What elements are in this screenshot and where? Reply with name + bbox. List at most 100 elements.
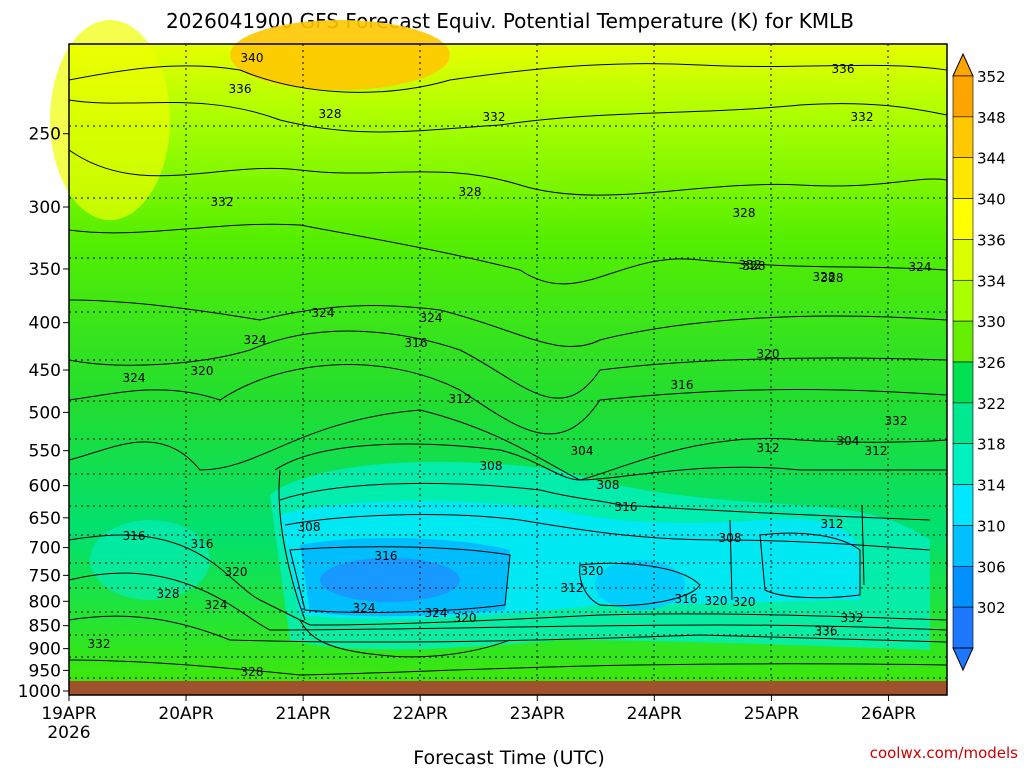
ground [69,681,947,695]
contour-label: 316 [405,336,428,350]
grid-lines [69,44,947,695]
colorbar-label: 322 [977,395,1006,413]
contour-label: 324 [312,306,335,320]
contour-label: 304 [837,434,860,448]
colorbar-segment [952,279,974,322]
colorbar-segment [952,484,974,526]
x-tick-label: 23APR [510,704,566,724]
colorbar-label: 306 [977,558,1006,576]
colorbar-label: 344 [977,150,1006,168]
x-tick-label: 20APR [158,704,214,724]
contour-label: 312 [757,441,780,455]
colorbar-segment [952,402,974,445]
y-tick-label: 850 [29,617,61,637]
credit-text: coolwx.com/models [870,744,1018,762]
colorbar-segment [952,361,974,404]
colorbar-label: 340 [977,191,1006,209]
colorbar-segment [952,606,974,649]
contour-label: 336 [229,82,252,96]
contour-label: 320 [705,594,728,608]
x-tick-label: 22APR [393,704,449,724]
x-tick-label: 26APR [861,704,917,724]
contour-label: 320 [733,595,756,609]
y-tick-label: 450 [29,361,61,381]
colorbar-label: 302 [977,599,1006,617]
colorbar-top-arrow [952,52,974,77]
y-tick-label: 800 [29,592,61,612]
contour-label: 328 [241,665,264,679]
contour-label: 324 [353,601,376,615]
x-axis: 19APR 20APR 21APR 22APR 23APR 24APR 25APR 26APR… [41,695,916,743]
contour-label: 320 [454,611,477,625]
cold-core [320,558,460,602]
contour-label: 312 [865,444,888,458]
contour-label: 328 [459,185,482,199]
warm-region-top [230,20,450,90]
cool-region-right [595,560,685,610]
contour-label: 308 [480,459,503,473]
y-tick-label: 300 [29,198,61,218]
colorbar-segment [952,443,974,485]
contour-label: 324 [420,311,443,325]
contour-label: 320 [191,364,214,378]
colorbar-bottom-arrow [952,647,974,672]
contour-label: 328 [821,271,844,285]
contour-label: 316 [675,592,698,606]
contour-label: 316 [191,537,214,551]
colorbar: 352 348 344 340 336 334 330 326 322 318 314 310 306 3… [952,52,1006,672]
y-tick-label: 950 [29,661,61,681]
colorbar-segment [952,198,974,240]
contour-label: 316 [671,378,694,392]
contour-label: 336 [832,62,855,76]
contour-label: 328 [743,259,766,273]
contour-label: 312 [561,581,584,595]
colorbar-label: 326 [977,354,1006,372]
contour-label: 304 [571,444,594,458]
colorbar-label: 334 [977,272,1006,290]
y-tick-label: 400 [29,314,61,334]
contour-label: 328 [157,587,180,601]
colorbar-segment [952,239,974,281]
contour-label: 324 [244,333,267,347]
contour-label: 332 [211,195,234,209]
contour-label: 320 [581,564,604,578]
y-tick-label: 600 [29,477,61,497]
x-axis-label: Forecast Time (UTC) [413,747,604,768]
contour-label: 308 [298,520,321,534]
contour-label: 316 [615,500,638,514]
contour-label: 316 [375,549,398,563]
contour-label: 308 [719,531,742,545]
contour-label: 320 [225,565,248,579]
contour-label: 340 [241,51,264,65]
contour-label: 332 [841,611,864,625]
colorbar-label: 314 [977,477,1006,495]
contour-label: 312 [449,392,472,406]
colorbar-label: 318 [977,436,1006,454]
cool-region-left [90,520,210,600]
contour-label: 316 [123,529,146,543]
y-tick-label: 750 [29,566,61,586]
y-tick-label: 350 [29,260,61,280]
x-tick-label: 21APR [275,704,331,724]
contour-label: 328 [733,206,756,220]
colorbar-label: 352 [977,68,1006,86]
y-tick-label: 550 [29,442,61,462]
colorbar-segment [952,525,974,567]
warm-region-left [50,20,170,220]
contour-label: 332 [739,258,762,272]
colorbar-label: 310 [977,517,1006,535]
contour-label: 324 [425,606,448,620]
colorbar-label: 348 [977,109,1006,127]
colorbar-segment [952,565,974,608]
contour-label: 324 [123,371,146,385]
colorbar-segment [952,116,974,159]
colorbar-segment [952,75,974,118]
colorbar-label: 336 [977,231,1006,249]
x-tick-label: 19APR [41,704,97,724]
contour-label: 336 [815,624,838,638]
y-tick-label: 700 [29,539,61,559]
colorbar-label: 330 [977,313,1006,331]
